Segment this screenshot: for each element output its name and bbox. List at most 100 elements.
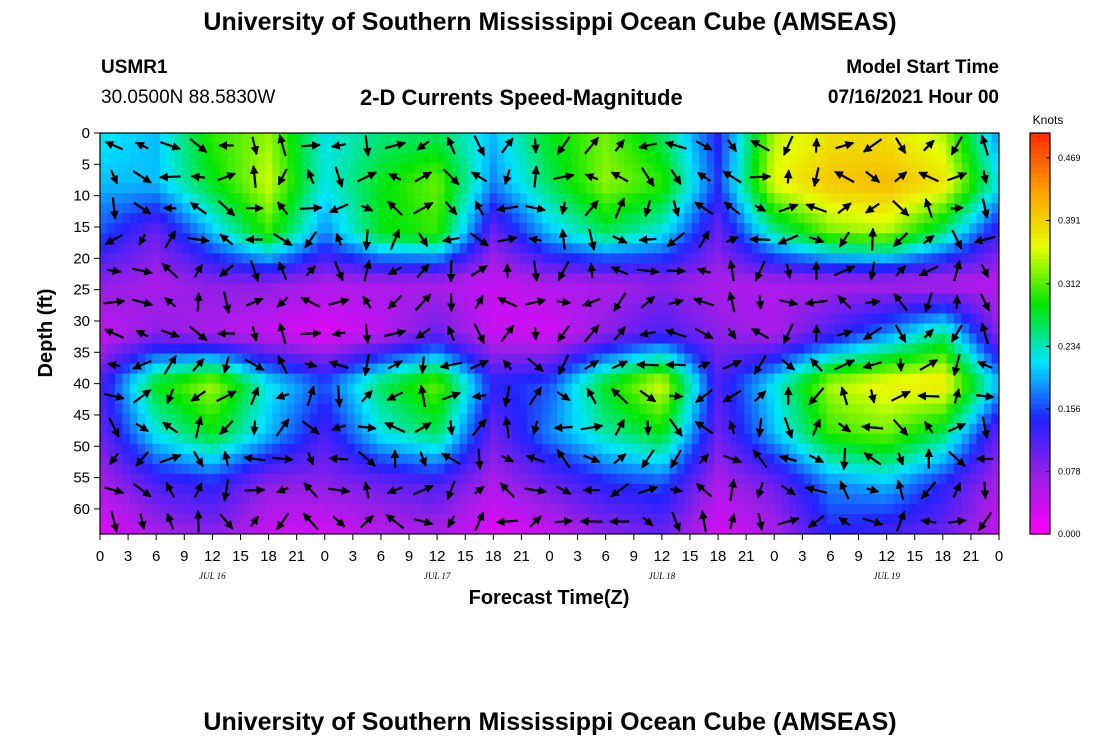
heatmap-cell [706, 493, 715, 505]
heatmap-cell [309, 223, 318, 234]
heatmap-cell [362, 173, 371, 184]
heatmap-cell [579, 243, 588, 254]
heatmap-cell [699, 413, 708, 425]
heatmap-cell [167, 503, 176, 515]
heatmap-cell [287, 263, 296, 274]
heatmap-cell [774, 343, 783, 355]
current-arrow [473, 323, 485, 344]
heatmap-cell [332, 323, 341, 335]
heatmap-cell [901, 253, 910, 264]
heatmap-cell [204, 283, 213, 295]
heatmap-cell [459, 203, 468, 214]
heatmap-cell [646, 443, 655, 455]
heatmap-cell [324, 463, 333, 475]
heatmap-cell [272, 153, 281, 164]
heatmap-cell [407, 423, 416, 435]
current-arrow [303, 482, 319, 499]
heatmap-cell [766, 373, 775, 385]
heatmap-cell [519, 503, 528, 515]
heatmap-cell [377, 323, 386, 335]
current-arrow [193, 482, 203, 498]
heatmap-cell [497, 353, 506, 365]
current-arrow [217, 199, 236, 217]
heatmap-cell [946, 373, 955, 385]
heatmap-cell [122, 273, 131, 284]
heatmap-cell [482, 303, 491, 315]
heatmap-cell [459, 133, 468, 144]
heatmap-cell [819, 183, 828, 194]
heatmap-cell [504, 353, 513, 365]
heatmap-cell [796, 263, 805, 274]
heatmap-cell [856, 203, 865, 214]
heatmap-cell [339, 363, 348, 375]
heatmap-cell [849, 193, 858, 204]
heatmap-cell [984, 213, 993, 224]
heatmap-cell [819, 343, 828, 355]
heatmap-cell [429, 493, 438, 505]
heatmap-cell [969, 283, 978, 295]
heatmap-cell [706, 403, 715, 415]
heatmap-cell [534, 233, 543, 244]
heatmap-cell [556, 153, 566, 164]
heatmap-cell [407, 453, 416, 465]
heatmap-cell [646, 253, 655, 264]
heatmap-cell [489, 303, 498, 315]
heatmap-cell [894, 183, 903, 194]
heatmap-cell [527, 523, 536, 534]
heatmap-cell [751, 223, 760, 234]
heatmap-cell [954, 323, 963, 335]
heatmap-cell [497, 233, 506, 244]
heatmap-cell [849, 473, 858, 485]
heatmap-cell [819, 303, 828, 315]
heatmap-cell [669, 463, 678, 475]
heatmap-cell [204, 133, 213, 144]
heatmap-cell [100, 483, 109, 495]
heatmap-cell [437, 493, 446, 505]
heatmap-cell [916, 323, 925, 335]
heatmap-cell [826, 503, 835, 515]
heatmap-cell [714, 393, 723, 405]
heatmap-cell [609, 433, 618, 445]
heatmap-cell [407, 153, 416, 164]
heatmap-cell [227, 443, 236, 455]
heatmap-cell [909, 473, 918, 485]
heatmap-cell [309, 213, 318, 224]
heatmap-cell [961, 513, 970, 525]
heatmap-cell [212, 253, 221, 264]
heatmap-cell [534, 173, 543, 184]
heatmap-cell [616, 433, 626, 445]
heatmap-cell [699, 243, 708, 254]
heatmap-cell [931, 233, 940, 244]
heatmap-cell [804, 323, 813, 335]
heatmap-cell [377, 173, 386, 184]
heatmap-cell [317, 383, 326, 395]
heatmap-cell [661, 383, 670, 395]
heatmap-cell [654, 383, 663, 395]
heatmap-cell [954, 463, 963, 475]
heatmap-cell [594, 243, 603, 254]
heatmap-cell [714, 303, 723, 315]
heatmap-cell [122, 333, 131, 345]
heatmap-cell [684, 513, 693, 525]
heatmap-cell [264, 323, 273, 335]
heatmap-cell [512, 343, 521, 355]
heatmap-cell [616, 313, 626, 325]
heatmap-cell [309, 333, 318, 345]
current-arrow [192, 450, 204, 468]
heatmap-cell [939, 193, 948, 204]
heatmap-cell [654, 183, 663, 194]
heatmap-cell [969, 183, 978, 194]
heatmap-cell [159, 513, 169, 525]
heatmap-cell [100, 523, 109, 534]
heatmap-cell [324, 403, 333, 415]
heatmap-cell [122, 293, 131, 305]
heatmap-cell [347, 223, 356, 234]
heatmap-cell [594, 153, 603, 164]
current-arrow [217, 172, 237, 182]
heatmap-cell [279, 163, 288, 174]
heatmap-cell [661, 213, 670, 224]
heatmap-cell [594, 183, 603, 194]
heatmap-cell [339, 523, 348, 534]
heatmap-cell [789, 353, 798, 365]
heatmap-cell [122, 413, 131, 425]
